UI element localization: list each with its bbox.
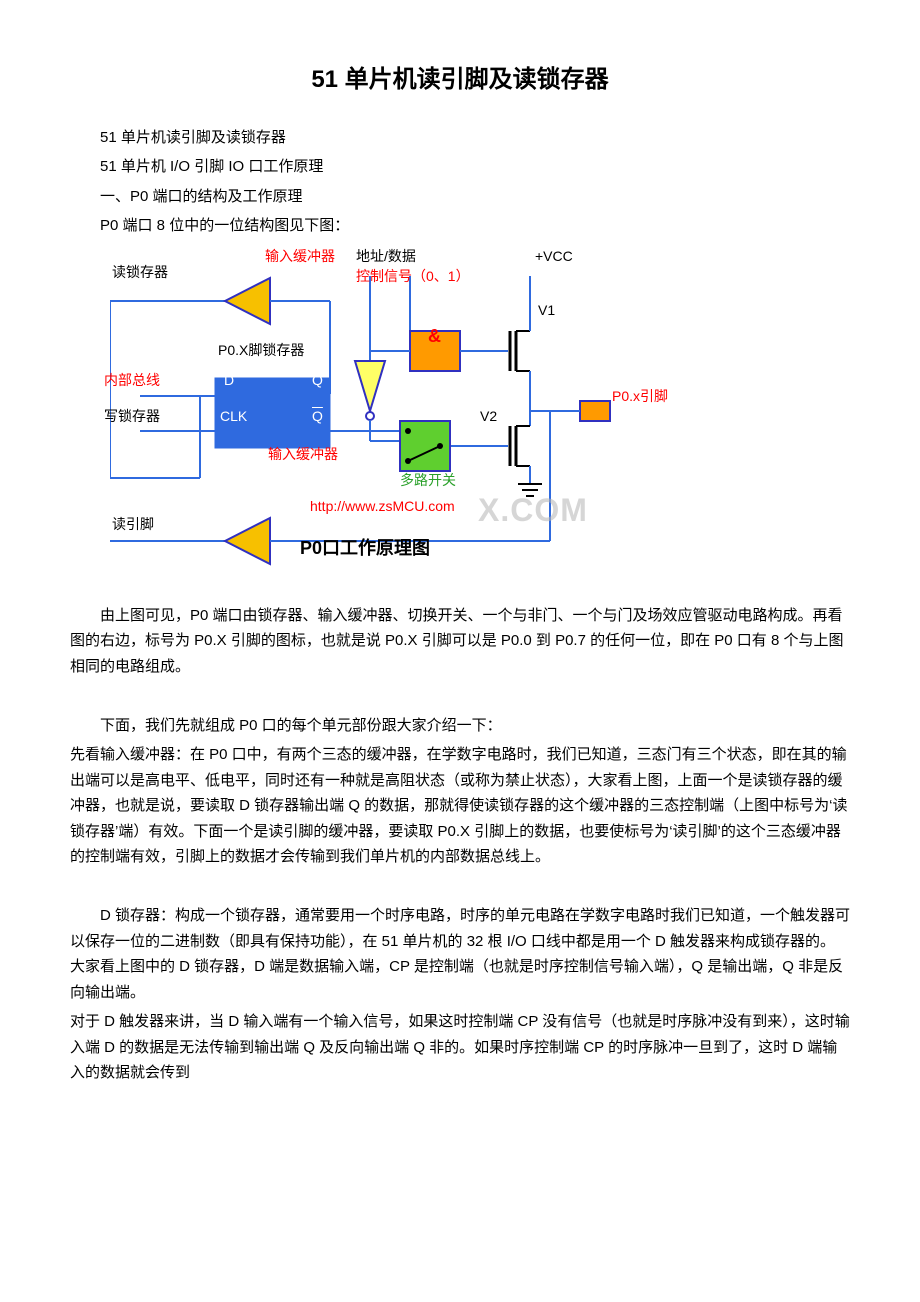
label-url: http://www.zsMCU.com <box>310 495 455 519</box>
label-latch-name: P0.X脚锁存器 <box>218 339 304 363</box>
label-v1: V1 <box>538 299 555 323</box>
line-2: 51 单片机 I/O 引脚 IO 口工作原理 <box>70 154 850 180</box>
label-d: D <box>224 369 234 393</box>
label-read-latch: 读锁存器 <box>112 261 168 285</box>
para-3a: D 锁存器：构成一个锁存器，通常要用一个时序电路，时序的单元电路在学数字电路时我… <box>70 903 850 1005</box>
label-vcc: +VCC <box>535 245 573 269</box>
p0-diagram: 读锁存器 输入缓冲器 地址/数据 控制信号（0、1） +VCC V1 P0.X脚… <box>110 251 670 591</box>
label-input-buffer: 输入缓冲器 <box>265 245 335 269</box>
para-2a: 下面，我们先就组成 P0 口的每个单元部份跟大家介绍一下： <box>70 713 850 739</box>
label-v2: V2 <box>480 405 497 429</box>
line-4: P0 端口 8 位中的一位结构图见下图： <box>70 213 850 239</box>
label-fig-title: P0口工作原理图 <box>300 533 430 564</box>
line-3: 一、P0 端口的结构及工作原理 <box>70 184 850 210</box>
line-1: 51 单片机读引脚及读锁存器 <box>70 125 850 151</box>
label-internal-bus: 内部总线 <box>104 369 160 393</box>
label-input-buffer2: 输入缓冲器 <box>268 443 338 467</box>
label-write-latch: 写锁存器 <box>104 405 160 429</box>
label-qbar: Q <box>312 405 323 429</box>
para-3b: 对于 D 触发器来讲，当 D 输入端有一个输入信号，如果这时控制端 CP 没有信… <box>70 1009 850 1086</box>
label-ctrl-signal: 控制信号（0、1） <box>356 265 470 289</box>
label-read-pin: 读引脚 <box>112 513 154 537</box>
label-clk: CLK <box>220 405 247 429</box>
page-title: 51 单片机读引脚及读锁存器 <box>70 60 850 101</box>
label-pin: P0.x引脚 <box>612 385 668 409</box>
para-1: 由上图可见，P0 端口由锁存器、输入缓冲器、切换开关、一个与非门、一个与门及场效… <box>70 603 850 680</box>
para-2b: 先看输入缓冲器：在 P0 口中，有两个三态的缓冲器，在学数字电路时，我们已知道，… <box>70 742 850 870</box>
label-q: Q <box>312 369 323 393</box>
label-mux: 多路开关 <box>400 469 456 493</box>
label-and: & <box>428 321 441 352</box>
